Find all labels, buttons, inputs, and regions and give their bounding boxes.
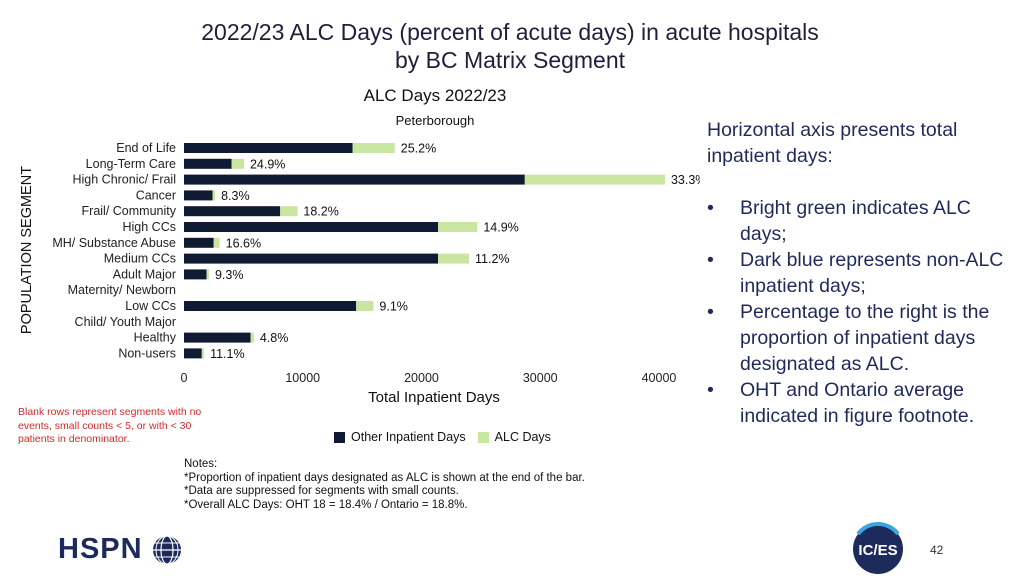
legend-label-alc: ALC Days [494,430,551,444]
bar-alc-days [250,332,254,343]
bar-alc-days [213,237,220,248]
bar-other-days [184,174,525,185]
page-number: 42 [930,543,944,557]
category-label: Low CCs [125,299,176,313]
y-axis-label: POPULATION SEGMENT [19,166,35,334]
legend-item-other: Other Inpatient Days [334,430,466,444]
category-label: Adult Major [113,267,176,281]
category-label: High CCs [123,220,177,234]
category-label: Cancer [136,188,176,202]
data-label: 9.3% [215,268,244,282]
bar-other-days [184,348,202,359]
data-label: 16.6% [226,236,261,250]
alc-days-bar-chart: POPULATION SEGMENT End of Life 25.2% Long-T… [19,141,700,406]
chart-legend: Other Inpatient Days ALC Days [334,430,563,444]
notes-line: *Proportion of inpatient days designated… [184,471,585,484]
bar-alc-days [438,222,478,232]
bar-other-days [184,301,357,311]
side-panel-intro: Horizontal axis presents total inpatient… [707,119,958,167]
ices-wordmark: IC/ES [858,542,897,559]
bar-other-days [184,190,213,201]
side-panel-bullet: • OHT and Ontario average indicated in fi… [707,377,1012,429]
x-tick-label: 0 [181,371,188,385]
bar-alc-days [201,348,205,359]
x-tick-label: 20000 [404,371,439,385]
bullet-icon: • [707,197,714,219]
category-label: MH/ Substance Abuse [52,236,176,250]
chart-notes: Notes: *Proportion of inpatient days des… [184,458,585,512]
category-label: Medium CCs [104,252,176,266]
x-tick-label: 40000 [642,371,677,385]
slide-title-line-1: 2022/23 ALC Days (percent of acute days)… [201,19,819,45]
data-label: 33.3% [671,173,700,187]
bullet-text: Bright green indicates ALC days; [740,197,971,245]
bar-alc-days [212,190,216,201]
bullet-icon: • [707,301,714,323]
bullet-icon: • [707,249,714,271]
legend-swatch-other [334,431,345,443]
side-panel-bullets: • Bright green indicates ALC days; • Dark … [707,195,1012,429]
notes-heading: Notes: [184,458,218,470]
bar-alc-days [206,269,209,280]
bar-alc-days [356,301,374,311]
category-label: Healthy [134,331,177,345]
bullet-icon: • [707,379,714,401]
bar-other-days [184,143,353,153]
x-tick-label: 10000 [285,371,320,385]
slide-title: 2022/23 ALC Days (percent of acute days)… [120,18,900,74]
data-label: 18.2% [303,205,338,219]
side-panel-bullet: • Bright green indicates ALC days; [707,195,1012,247]
slide-title-line-2: by BC Matrix Segment [394,47,626,73]
category-label: End of Life [116,141,176,155]
bar-alc-days [280,206,298,217]
bar-alc-days [231,158,244,169]
bar-other-days [184,253,439,264]
bar-other-days [184,158,232,169]
category-label: Child/ Youth Major [75,315,176,329]
data-label: 11.1% [210,347,245,361]
bullet-text: OHT and Ontario average indicated in fig… [740,379,975,427]
category-label: Maternity/ Newborn [68,283,176,297]
side-panel-bullet: • Dark blue represents non-ALC inpatient … [707,247,1012,299]
data-label: 25.2% [401,142,436,156]
x-tick-label: 30000 [523,371,558,385]
hspn-wordmark: HSPN [58,533,143,565]
bar-alc-days [438,253,469,264]
data-label: 24.9% [250,157,285,171]
bar-other-days [184,237,214,248]
data-label: 4.8% [260,331,289,345]
side-panel-bullet: • Percentage to the right is the proporti… [707,299,1012,377]
data-label: 9.1% [379,300,408,314]
chart-subtitle: Peterborough [395,113,475,128]
ices-logo: IC/ES [853,522,903,574]
data-label: 14.9% [483,221,518,235]
bar-other-days [184,222,439,232]
legend-label-other: Other Inpatient Days [351,430,466,444]
category-label: Non-users [118,346,176,360]
bullet-text: Dark blue represents non-ALC inpatient d… [740,249,1004,297]
legend-item-alc: ALC Days [477,430,551,444]
bar-other-days [184,206,281,217]
category-label: High Chronic/ Frail [72,173,176,187]
data-label: 8.3% [221,189,250,203]
x-axis-label: Total Inpatient Days [368,389,500,406]
side-panel: Horizontal axis presents total inpatient… [707,117,1012,429]
blank-rows-note: Blank rows represent segments with no ev… [18,406,202,445]
bar-other-days [184,332,251,343]
chart-title: ALC Days 2022/23 [363,86,507,105]
notes-line: *Data are suppressed for segments with s… [184,485,459,497]
bar-other-days [184,269,207,280]
notes-line: *Overall ALC Days: OHT 18 = 18.4% / Onta… [184,498,468,511]
globe-icon [152,534,181,565]
category-label: Long-Term Care [86,157,176,171]
data-label: 11.2% [475,252,510,266]
hspn-logo: HSPN [58,533,183,566]
bar-alc-days [524,174,665,185]
legend-swatch-alc [477,431,489,443]
bullet-text: Percentage to the right is the proportio… [740,301,990,375]
bar-alc-days [352,143,395,153]
category-label: Frail/ Community [82,204,177,218]
